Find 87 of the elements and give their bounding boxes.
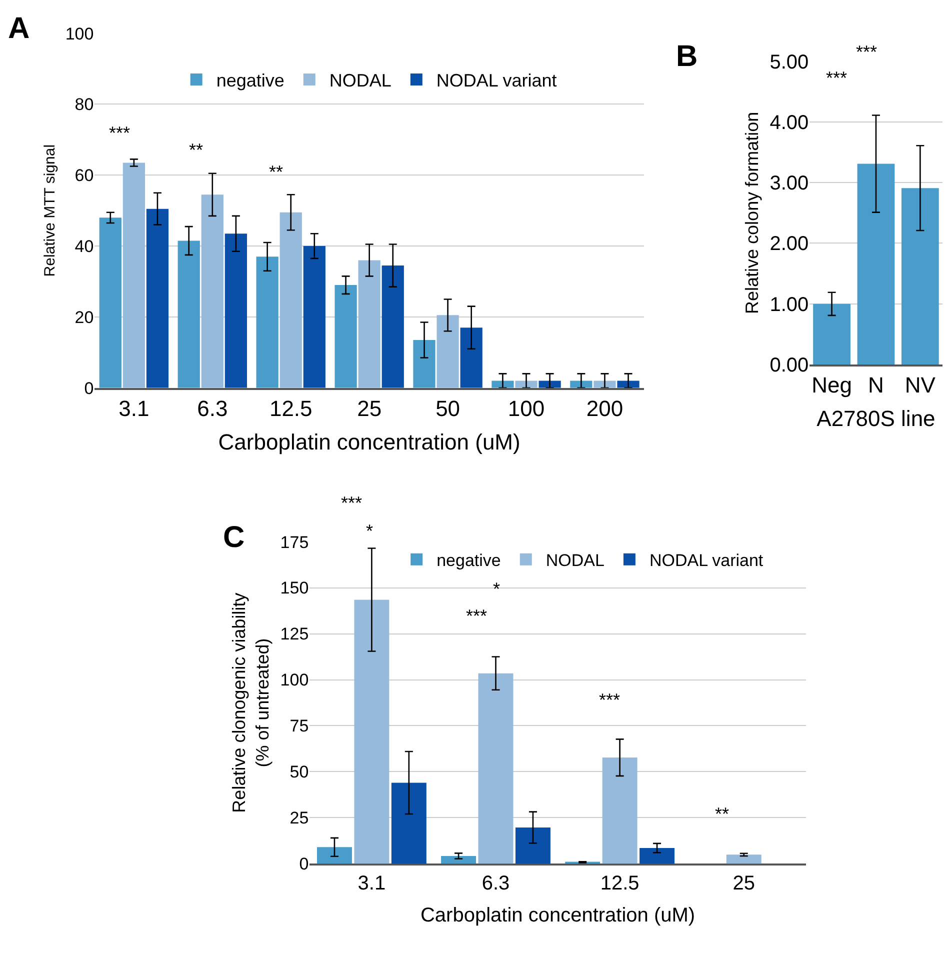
x-tick-label: 12.5 [269, 396, 312, 422]
legend-label: NODAL variant [436, 70, 557, 91]
y-tick-label: 4.00 [770, 112, 809, 134]
legend-label: NODAL [546, 550, 604, 570]
y-tick-label: 125 [280, 624, 309, 644]
y-axis-title: Relative clonogenic viability (% of untreated) [229, 592, 272, 813]
bar [515, 827, 550, 864]
y-tick-label: 20 [74, 308, 94, 327]
x-tick-label: 100 [508, 396, 545, 422]
y-tick-label: 0 [84, 378, 94, 398]
bar [334, 285, 357, 388]
y-tick-label: 50 [290, 762, 309, 782]
x-tick-label: N [868, 372, 884, 398]
y-axis-title: Relative MTT signal [42, 144, 59, 277]
bar [99, 218, 122, 388]
bar [391, 782, 426, 864]
x-tick-label: 3.1 [358, 872, 386, 894]
annotation: *** [109, 123, 130, 143]
bar [303, 246, 326, 388]
bar [201, 194, 224, 388]
y-tick-label: 175 [280, 532, 309, 552]
x-axis-title: Carboplatin concentration (uM) [218, 429, 520, 454]
bar [436, 315, 459, 388]
x-tick-label: 3.1 [118, 396, 150, 422]
y-tick-label: 150 [280, 578, 309, 598]
x-tick-label: 50 [436, 396, 460, 422]
y-tick-label: 5.00 [770, 51, 809, 74]
bar [256, 256, 278, 388]
bar [280, 212, 302, 388]
x-tick-label: 6.3 [482, 872, 510, 894]
y-tick-label: 75 [290, 716, 309, 736]
x-tick-label: NV [904, 372, 936, 398]
bar [857, 164, 895, 365]
x-tick-label: 12.5 [600, 872, 640, 894]
bar [146, 208, 169, 388]
text: B [676, 40, 698, 73]
y-tick-label: 1.00 [770, 294, 809, 316]
bar [316, 847, 352, 864]
annotation: ** [189, 140, 204, 160]
text: * [366, 521, 374, 541]
bar [813, 304, 850, 365]
annotation: ** [269, 162, 284, 182]
x-axis-title: Carboplatin concentration (uM) [420, 904, 696, 926]
legend-label: NODAL variant [649, 550, 764, 570]
y-tick-label: 25 [290, 808, 309, 828]
bar [901, 188, 939, 365]
legend-label: negative [216, 70, 284, 91]
y-tick-label: 100 [280, 670, 309, 690]
annotation: *** [599, 690, 620, 710]
y-tick-label: 40 [74, 236, 94, 256]
bar [224, 234, 247, 388]
bar [413, 340, 436, 388]
text: C [223, 521, 245, 554]
text: A [8, 12, 30, 45]
annotation: *** [826, 68, 848, 88]
y-tick-label: 2.00 [770, 233, 809, 256]
annotation: * [493, 579, 500, 599]
legend-label: negative [436, 550, 501, 570]
x-tick-label: 6.3 [197, 396, 228, 422]
y-axis-title: Relative colony formation [742, 112, 762, 314]
annotation: *** [466, 606, 488, 626]
x-tick-label: Neg [812, 372, 852, 398]
y-tick-label: 0 [299, 854, 309, 874]
x-tick-label: 25 [732, 872, 755, 894]
x-tick-label: 25 [357, 396, 382, 422]
bar [178, 240, 200, 388]
y-tick-label: 0.00 [770, 354, 809, 377]
bar [441, 856, 476, 864]
bar [122, 162, 145, 388]
bar [354, 600, 390, 864]
bar [382, 266, 404, 388]
x-tick-label: 200 [586, 396, 624, 422]
y-tick-label: 80 [74, 95, 94, 114]
bar [602, 758, 638, 864]
annotation: ** [715, 804, 730, 824]
y-tick-label: 100 [65, 24, 94, 44]
bar [358, 260, 380, 388]
bar [726, 854, 762, 864]
text: *** [341, 493, 362, 513]
bar [478, 673, 514, 864]
y-tick-label: 60 [74, 166, 94, 186]
x-axis-title: A2780S line [816, 406, 936, 432]
y-tick-label: 3.00 [770, 172, 809, 195]
legend-label: NODAL [329, 70, 392, 91]
annotation: *** [856, 42, 878, 62]
bar [460, 328, 482, 388]
bar [640, 848, 675, 864]
